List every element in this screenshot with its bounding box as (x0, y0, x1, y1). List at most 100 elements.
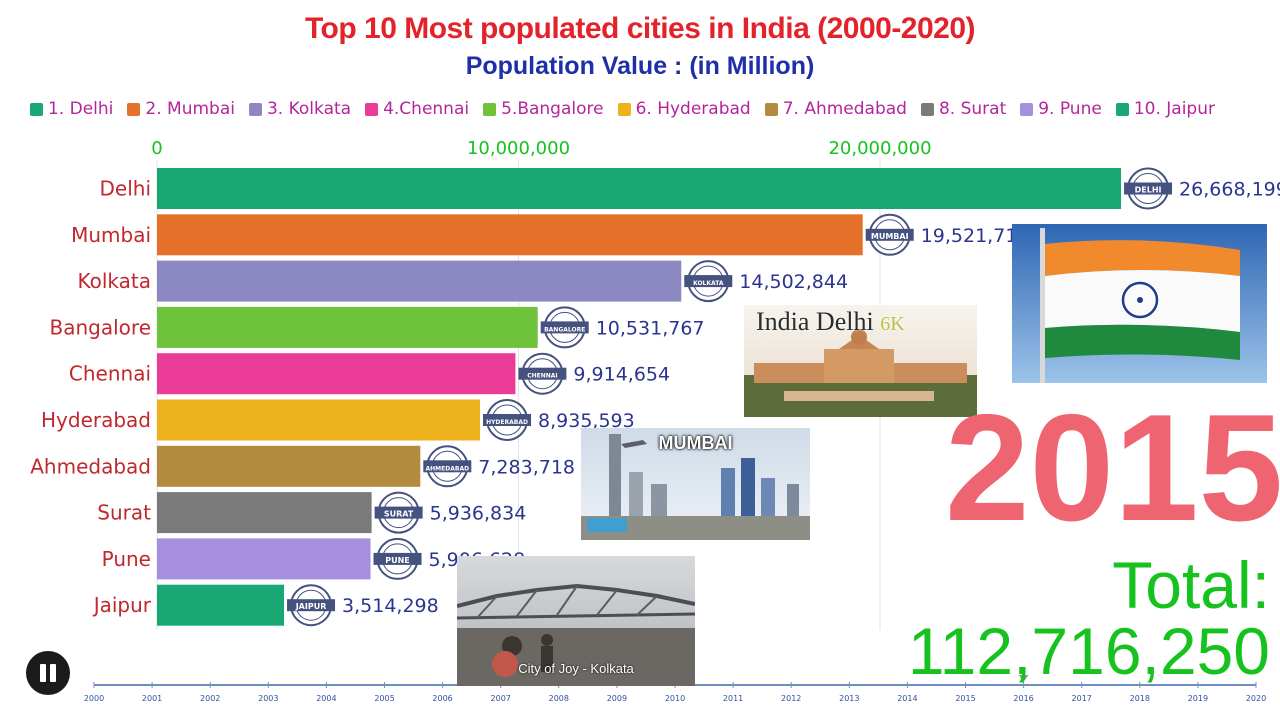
city-badge-banner (374, 506, 423, 519)
city-badge-text: KOLKATA (693, 280, 724, 287)
timeline-year-label: 2003 (258, 694, 278, 703)
value-label: 14,502,844 (739, 271, 848, 293)
legend-swatch (920, 102, 934, 116)
timeline-year-label: 2009 (607, 694, 627, 703)
india-flag-photo (1012, 224, 1267, 383)
legend-item: 1. Delhi (30, 99, 113, 119)
legend-label: 9. Pune (1038, 99, 1102, 119)
timeline-year-label: 2020 (1246, 694, 1266, 703)
legend-swatch (30, 102, 43, 116)
city-badge-text: DELHI (1135, 186, 1162, 195)
delhi-photo-caption: India Delhi (756, 307, 874, 336)
chart-title: Top 10 Most populated cities in India (2… (304, 12, 976, 45)
legend-label: 10. Jaipur (1133, 99, 1215, 119)
legend-label: 7. Ahmedabad (782, 99, 907, 119)
timeline-year-label: 2002 (200, 694, 220, 703)
legend-item: 4.Chennai (365, 99, 469, 119)
value-label: 5,936,834 (430, 503, 527, 525)
legend-label: 4.Chennai (383, 99, 470, 119)
timeline-year-label: 2004 (316, 694, 336, 703)
city-badge-text: CHENNAI (527, 373, 557, 380)
category-label: Mumbai (71, 223, 151, 247)
chart-subtitle: Population Value : (in Million) (465, 52, 815, 80)
bar (157, 399, 481, 441)
value-label: 26,668,199 (1179, 179, 1280, 201)
legend-swatch (127, 102, 141, 116)
city-badge-banner (540, 321, 589, 334)
legend-item: 5.Bangalore (483, 99, 604, 119)
legend-item: 10. Jaipur (1115, 99, 1215, 119)
category-label: Pune (102, 547, 151, 571)
legend-swatch (365, 102, 379, 116)
timeline-year-label: 2001 (142, 694, 162, 703)
city-badge-text: JAIPUR (295, 602, 327, 611)
city-badge-banner (1124, 182, 1173, 195)
legend-swatch (1115, 102, 1129, 116)
current-year: 2015 (945, 383, 1280, 553)
legend-item: 6. Hyderabad (617, 99, 751, 119)
x-tick-label: 0 (151, 138, 162, 159)
bar (157, 214, 863, 256)
delhi-photo-caption-suffix: 6K (880, 313, 905, 335)
legend-label: 5.Bangalore (501, 99, 604, 119)
legend-swatch (764, 102, 778, 116)
category-label: Ahmedabad (30, 454, 151, 478)
legend-item: 8. Surat (920, 99, 1007, 119)
city-badge-banner (483, 414, 532, 426)
legend-swatch (617, 102, 631, 116)
legend-label: 8. Surat (938, 99, 1007, 119)
timeline-year-label: 2010 (665, 694, 685, 703)
x-tick-label: 20,000,000 (828, 138, 931, 159)
legend-swatch (248, 102, 262, 116)
city-badge-banner (287, 599, 336, 612)
pause-icon (50, 664, 56, 682)
city-badge-banner (865, 228, 914, 241)
bar (157, 306, 538, 348)
legend-swatch (1020, 102, 1034, 116)
value-label: 3,514,298 (342, 595, 439, 617)
city-badge-text: HYDERABAD (486, 419, 528, 426)
value-label: 8,935,593 (538, 410, 635, 432)
legend-swatch (483, 102, 497, 116)
legend-item: 2. Mumbai (127, 99, 235, 119)
kolkata-photo: City of Joy - Kolkata (457, 556, 695, 686)
mumbai-photo: MUMBAI (581, 428, 810, 540)
legend-label: 1. Delhi (48, 99, 114, 119)
city-badge-banner (373, 552, 422, 565)
timeline-year-label: 2018 (1130, 694, 1150, 703)
timeline-year-label: 2007 (491, 694, 511, 703)
timeline-year-label: 2005 (374, 694, 394, 703)
timeline-year-label: 2015 (955, 694, 975, 703)
legend-item: 3. Kolkata (248, 99, 352, 119)
pause-button[interactable] (26, 651, 70, 695)
value-label: 7,283,718 (478, 456, 575, 478)
category-label: Surat (97, 501, 151, 525)
timeline-year-label: 2011 (723, 694, 743, 703)
legend-label: 6. Hyderabad (635, 99, 751, 119)
city-badge-text: BANGALORE (544, 326, 585, 333)
timeline-year-label: 2016 (1013, 694, 1033, 703)
city-badge-text: SURAT (384, 510, 414, 519)
bar (157, 538, 371, 580)
legend-item: 7. Ahmedabad (764, 99, 907, 119)
timeline-year-label: 2012 (781, 694, 801, 703)
mumbai-photo-caption: MUMBAI (658, 433, 733, 453)
city-badge-banner (518, 367, 567, 380)
city-badge-text: MUMBAI (871, 232, 909, 241)
city-badge-text: AHMEDABAD (426, 465, 470, 472)
legend-item: 9. Pune (1020, 99, 1102, 119)
timeline-year-label: 2017 (1072, 694, 1092, 703)
total-population: Total: 112,716,250 (907, 548, 1270, 688)
category-label: Kolkata (78, 269, 152, 293)
timeline-year-label: 2000 (84, 694, 104, 703)
city-badge-text: PUNE (385, 556, 410, 565)
value-label: 9,914,654 (573, 364, 670, 386)
kolkata-photo-caption: City of Joy - Kolkata (518, 661, 634, 676)
legend-label: 3. Kolkata (266, 99, 352, 119)
value-label: 10,531,767 (596, 317, 705, 339)
timeline-year-label: 2014 (897, 694, 917, 703)
bar (157, 492, 372, 534)
bar (157, 353, 516, 395)
value-label: 19,521,716 (921, 225, 1030, 247)
city-badge-banner (684, 275, 733, 288)
